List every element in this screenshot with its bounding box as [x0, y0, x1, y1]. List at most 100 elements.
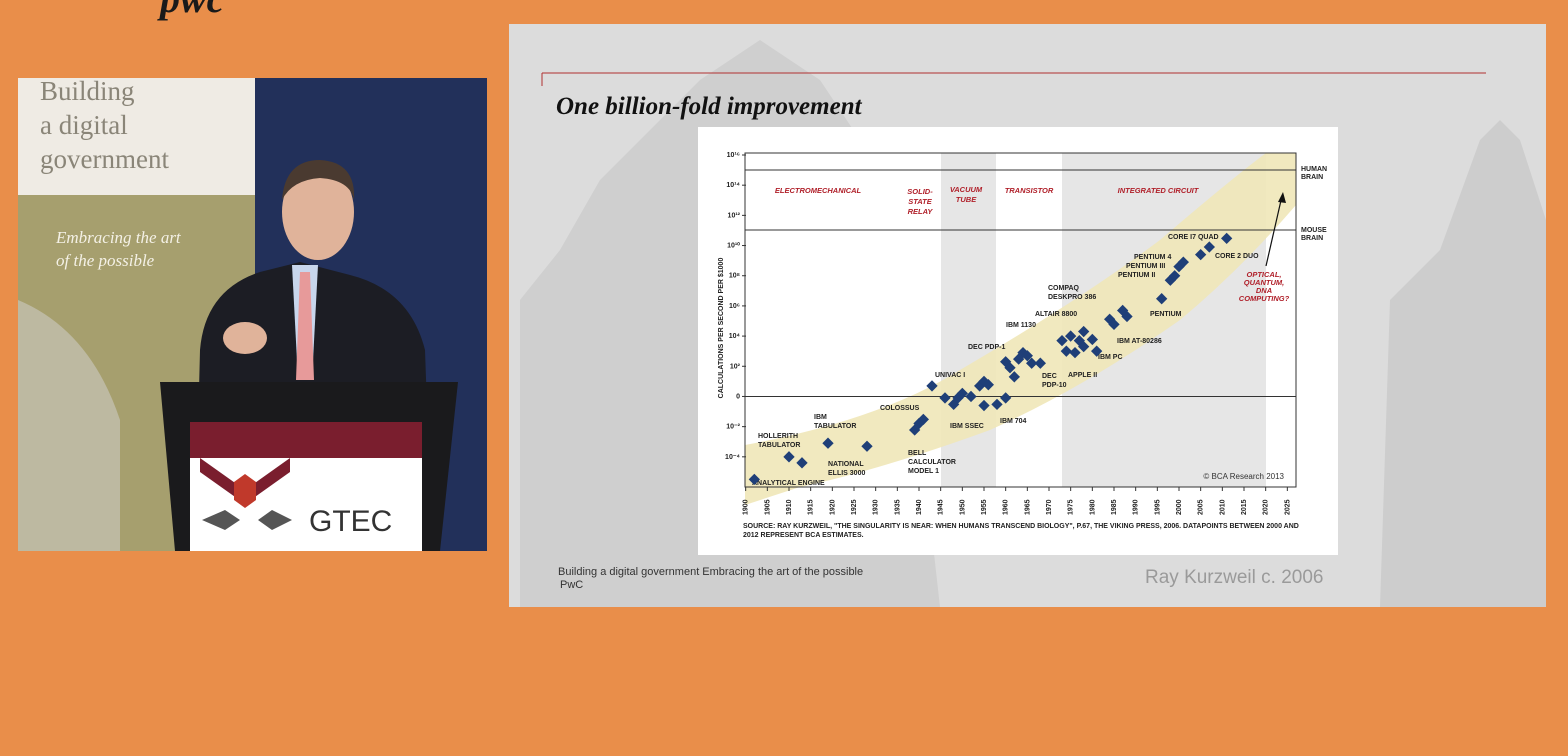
data-point: [991, 398, 1003, 411]
data-point: [1169, 270, 1181, 282]
x-tick-label: 2020: [1263, 499, 1270, 515]
annotation: ALTAIR 8800: [1035, 311, 1077, 318]
y-tick-label: 0: [736, 393, 740, 400]
data-point: [1069, 346, 1081, 359]
tagline-line: of the possible: [56, 251, 155, 270]
x-tick-label: 2005: [1198, 499, 1205, 515]
logo: pwc: [157, 0, 225, 21]
annotation: HOLLERITH: [758, 433, 798, 440]
data-point: [1086, 333, 1098, 346]
annotation: PDP-10: [1042, 382, 1067, 389]
future-label: COMPUTING?: [1239, 294, 1290, 303]
x-tick-label: 2025: [1284, 499, 1291, 515]
data-point: [1177, 256, 1189, 268]
annotation: CORE 2 DUO: [1215, 253, 1259, 260]
x-tick-label: 1905: [764, 499, 771, 515]
data-point: [965, 390, 977, 403]
banner-line: government: [40, 144, 169, 174]
data-point: [796, 457, 808, 469]
future-label: DNA: [1256, 286, 1272, 295]
data-point: [1008, 371, 1020, 383]
banner-top: [18, 78, 255, 195]
slide-footer: Building a digital government Embracing …: [558, 566, 863, 578]
chart: 10¹⁶ 10¹⁴ 10¹² 10¹⁰ 10⁸ 10⁶ 10⁴ 10² 0 10⁻² 10⁻⁴ 190…: [718, 152, 1327, 539]
data-point: [1000, 392, 1012, 404]
building-sketch: [1380, 120, 1546, 607]
era-label: TUBE: [956, 195, 977, 204]
x-tick-label: 1975: [1068, 499, 1075, 515]
data-point: [939, 392, 951, 404]
tagline-line: Embracing the art: [55, 228, 182, 247]
y-tick-label: 10¹²: [728, 212, 741, 219]
annotation: IBM PC: [1098, 354, 1123, 361]
era-label: SOLID-: [907, 187, 933, 196]
human-brain-label: BRAIN: [1301, 174, 1323, 181]
era-label: RELAY: [908, 207, 934, 216]
human-brain-label: HUMAN: [1301, 166, 1327, 173]
slide-title: One billion-fold improvement: [556, 93, 863, 120]
mouse-brain-label: MOUSE: [1301, 227, 1327, 234]
x-tick-label: 2000: [1176, 499, 1183, 515]
era-label: INTEGRATED CIRCUIT: [1118, 186, 1200, 195]
annotation: TABULATOR: [758, 442, 800, 449]
data-point: [1108, 318, 1120, 331]
annotation: PENTIUM III: [1126, 263, 1165, 270]
x-tick-label: 1970: [1046, 499, 1053, 515]
data-point: [1091, 345, 1103, 357]
x-tick-label: 2015: [1241, 499, 1248, 515]
annotation: BELL: [908, 450, 927, 457]
speaker-hair: [282, 160, 355, 200]
data-point: [956, 387, 968, 400]
annotation: DESKPRO 386: [1048, 294, 1096, 301]
future-label: OPTICAL,: [1247, 270, 1282, 279]
annotation: CALCULATOR: [908, 459, 956, 466]
annotation: UNIVAC I: [935, 372, 965, 379]
data-point: [1065, 330, 1077, 342]
data-point: [1026, 357, 1038, 369]
slide: One billion-fold improvement Building a …: [509, 24, 1546, 607]
data-point: [861, 440, 873, 452]
annotation: IBM 1130: [1006, 322, 1036, 329]
x-tick-label: 1910: [786, 499, 793, 515]
y-tick-label: 10¹⁶: [727, 152, 740, 159]
x-tick-label: 1990: [1133, 499, 1140, 515]
speaker-tie: [296, 272, 314, 380]
gtec-mark-arrows: [202, 510, 292, 530]
annotation: CORE I7 QUAD: [1168, 234, 1219, 241]
x-tick-label: 1940: [916, 499, 923, 515]
annotation: COLOSSUS: [880, 405, 920, 412]
y-axis-label: CALCULATIONS PER SECOND PER $1000: [718, 258, 725, 399]
x-tick-label: 1950: [959, 499, 966, 515]
data-point: [982, 379, 994, 391]
annotation: IBM SSEC: [950, 423, 984, 430]
annotation: PENTIUM: [1150, 311, 1182, 318]
banner-line: Building: [40, 76, 135, 106]
annotation: IBM: [814, 414, 827, 421]
mouse-brain-label: BRAIN: [1301, 235, 1323, 242]
annotation: PENTIUM 4: [1134, 254, 1171, 261]
data-point: [1021, 350, 1033, 362]
video-panel: GTEC Building a digital government Embra…: [18, 76, 487, 551]
data-point: [1221, 232, 1233, 245]
data-point: [748, 473, 760, 486]
y-tick-label: 10¹⁴: [726, 182, 740, 189]
data-point: [1060, 345, 1072, 357]
annotation: APPLE II: [1068, 372, 1097, 379]
podium-text: GTEC: [309, 505, 392, 538]
source-line: 2012 REPRESENT BCA ESTIMATES.: [743, 532, 864, 539]
slide-credit: Ray Kurzweil c. 2006: [1145, 567, 1323, 588]
annotation: DEC: [1042, 373, 1057, 380]
data-point: [783, 451, 795, 463]
x-tick-label: 2010: [1219, 499, 1226, 515]
slide-footer-company: PwC: [560, 579, 583, 591]
x-tick-label: 1960: [1003, 499, 1010, 515]
x-tick-label: 1945: [938, 499, 945, 515]
trend-band: [745, 153, 1296, 505]
annotation: MODEL 1: [908, 468, 939, 475]
annotation: ANALYTICAL ENGINE: [752, 480, 825, 487]
x-tick-label: 1995: [1154, 499, 1161, 515]
era-label: ELECTROMECHANICAL: [775, 186, 862, 195]
data-point: [1004, 362, 1016, 374]
data-point: [1156, 293, 1168, 305]
copyright: © BCA Research 2013: [1203, 472, 1284, 481]
